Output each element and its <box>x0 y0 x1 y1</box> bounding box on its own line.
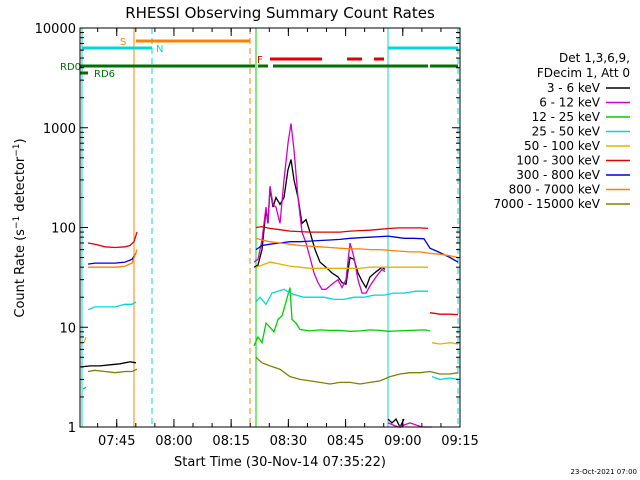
y-axis-label: Count Rate (s−1 detector−1) <box>12 138 28 317</box>
flag-label: RD0 <box>60 62 81 73</box>
series-line <box>429 312 459 316</box>
y-tick-label: 1000 <box>43 122 76 137</box>
legend-header-line: Det 1,3,6,9, <box>559 51 630 65</box>
legend-label: 6 - 12 keV <box>539 96 601 110</box>
series-line <box>87 231 138 249</box>
plot-area: S N F RD0 RD6 <box>60 28 459 429</box>
x-tick-label: 08:15 <box>212 434 249 449</box>
series-line <box>80 361 137 368</box>
legend-label: 50 - 100 keV <box>524 139 601 153</box>
series-line <box>255 237 459 259</box>
series-line <box>253 123 386 294</box>
legend-label: 12 - 25 keV <box>532 110 601 124</box>
legend: Det 1,3,6,9, FDecim 1, Att 0 3 - 6 keV6 … <box>493 51 630 211</box>
series-line <box>431 342 459 345</box>
legend-label: 3 - 6 keV <box>547 81 601 95</box>
y-tick-label: 10 <box>59 321 76 336</box>
y-axis-label-exp: −1 <box>12 216 22 229</box>
generation-timestamp: 23-Oct-2021 07:00 <box>571 468 637 476</box>
legend-label: 800 - 7000 keV <box>509 183 601 197</box>
legend-label: 25 - 50 keV <box>532 125 601 139</box>
y-axis-label-part: Count Rate (s <box>13 229 28 318</box>
flag-label: S <box>120 37 126 48</box>
y-tick-label: 1 <box>68 421 76 436</box>
series-line <box>83 336 87 343</box>
flag-label: N <box>156 44 163 55</box>
series-line <box>255 288 428 306</box>
series-line <box>88 249 138 268</box>
x-tick-label: 08:30 <box>270 434 307 449</box>
series-line <box>87 301 137 311</box>
legend-label: 7000 - 15000 keV <box>493 197 600 211</box>
y-axis: 1 10 100 1000 10000 <box>35 22 460 436</box>
series-line <box>255 356 459 385</box>
series-line <box>87 253 137 265</box>
y-axis-label-part: detector <box>13 156 28 216</box>
x-tick-label: 07:45 <box>98 434 135 449</box>
legend-label: 100 - 300 keV <box>516 154 600 168</box>
x-tick-label: 09:00 <box>384 434 421 449</box>
legend-label: 300 - 800 keV <box>516 168 600 182</box>
x-tick-label: 08:45 <box>327 434 364 449</box>
x-tick-label: 08:00 <box>155 434 192 449</box>
legend-header-line: FDecim 1, Att 0 <box>537 66 630 80</box>
x-axis-label: Start Time (30-Nov-14 07:35:22) <box>174 455 386 470</box>
flag-label: F <box>257 55 263 66</box>
series-line <box>431 375 459 381</box>
series-line <box>255 225 429 233</box>
y-tick-label: 100 <box>51 222 76 237</box>
series-line <box>255 261 428 269</box>
series-line <box>387 418 405 429</box>
chart-title: RHESSI Observing Summary Count Rates <box>125 4 435 22</box>
x-tick-label: 09:15 <box>441 434 478 449</box>
series-line <box>253 287 431 347</box>
series-line <box>87 368 138 374</box>
x-axis: 07:45 08:00 08:15 08:30 08:45 09:00 09:15 <box>97 28 479 449</box>
flag-label: RD6 <box>94 69 115 80</box>
y-axis-label-part: ) <box>13 138 28 143</box>
y-tick-label: 10000 <box>35 22 76 37</box>
series-line <box>82 386 87 390</box>
series-line <box>255 235 459 263</box>
y-axis-label-exp: −1 <box>12 143 22 156</box>
